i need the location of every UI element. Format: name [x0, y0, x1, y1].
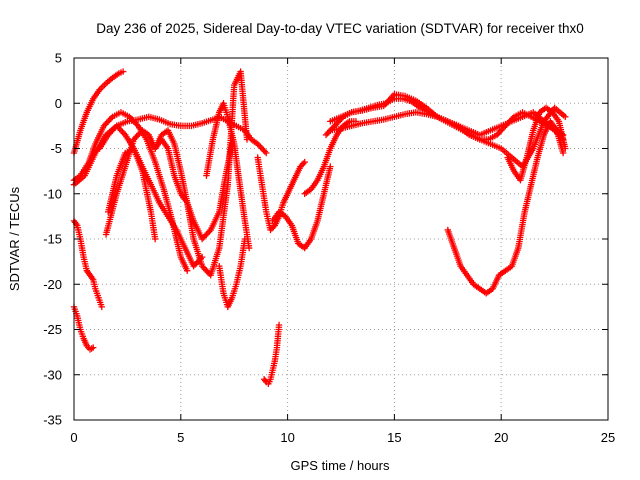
data-point: [98, 303, 105, 311]
data-point: [184, 267, 191, 274]
series-arc20: [504, 104, 569, 184]
data-point: [301, 158, 308, 166]
data-point: [241, 235, 249, 243]
chart-title: Day 236 of 2025, Sidereal Day-to-day VTE…: [96, 21, 583, 36]
data-point: [327, 163, 334, 170]
x-tick-label: 20: [494, 430, 508, 445]
data-point: [559, 149, 567, 157]
series-arc11: [70, 303, 97, 353]
data-point: [151, 235, 159, 243]
y-tick-label: -25: [43, 322, 62, 337]
series-arc13: [254, 154, 308, 234]
x-tick-label: 0: [70, 430, 77, 445]
data-point: [562, 113, 569, 121]
data-point: [261, 377, 269, 384]
data-point: [263, 149, 270, 157]
y-tick-label: -30: [43, 367, 62, 382]
series-arc3: [70, 109, 191, 274]
series-arc10: [70, 217, 105, 311]
y-tick-label: -20: [43, 277, 62, 292]
series-arc1: [70, 68, 127, 157]
y-axis-label: SDTVAR / TECUs: [7, 186, 22, 291]
axis-ticks: 5 0 -5 -10 -15 -20 -25 -30 -35 0 5 10 15 20 25: [43, 51, 615, 446]
series-arc19: [444, 118, 567, 297]
series-arc9: [216, 235, 249, 311]
series-arc5: [102, 127, 236, 243]
data-point: [90, 344, 97, 351]
y-tick-label: -35: [43, 413, 62, 428]
series-arc14: [269, 163, 334, 252]
series-arc6: [104, 145, 159, 243]
data-point: [119, 68, 127, 75]
y-tick-label: -5: [50, 141, 62, 156]
y-tick-label: 5: [55, 51, 62, 66]
y-tick-label: -15: [43, 232, 62, 247]
x-axis-label: GPS time / hours: [291, 458, 390, 473]
series-arc8: [203, 100, 253, 252]
data-points: [70, 68, 569, 387]
series-arc12: [260, 321, 283, 387]
x-tick-label: 10: [280, 430, 294, 445]
x-tick-label: 25: [601, 430, 615, 445]
x-tick-label: 15: [387, 430, 401, 445]
series-arc7: [151, 68, 251, 279]
y-tick-label: 0: [55, 96, 62, 111]
series-arc2: [70, 113, 270, 188]
data-point: [275, 321, 283, 329]
y-tick-label: -10: [43, 186, 62, 201]
x-tick-label: 5: [177, 430, 184, 445]
data-point: [245, 244, 253, 252]
series-arc18: [327, 104, 569, 170]
data-point: [562, 145, 569, 152]
data-point: [243, 136, 251, 143]
